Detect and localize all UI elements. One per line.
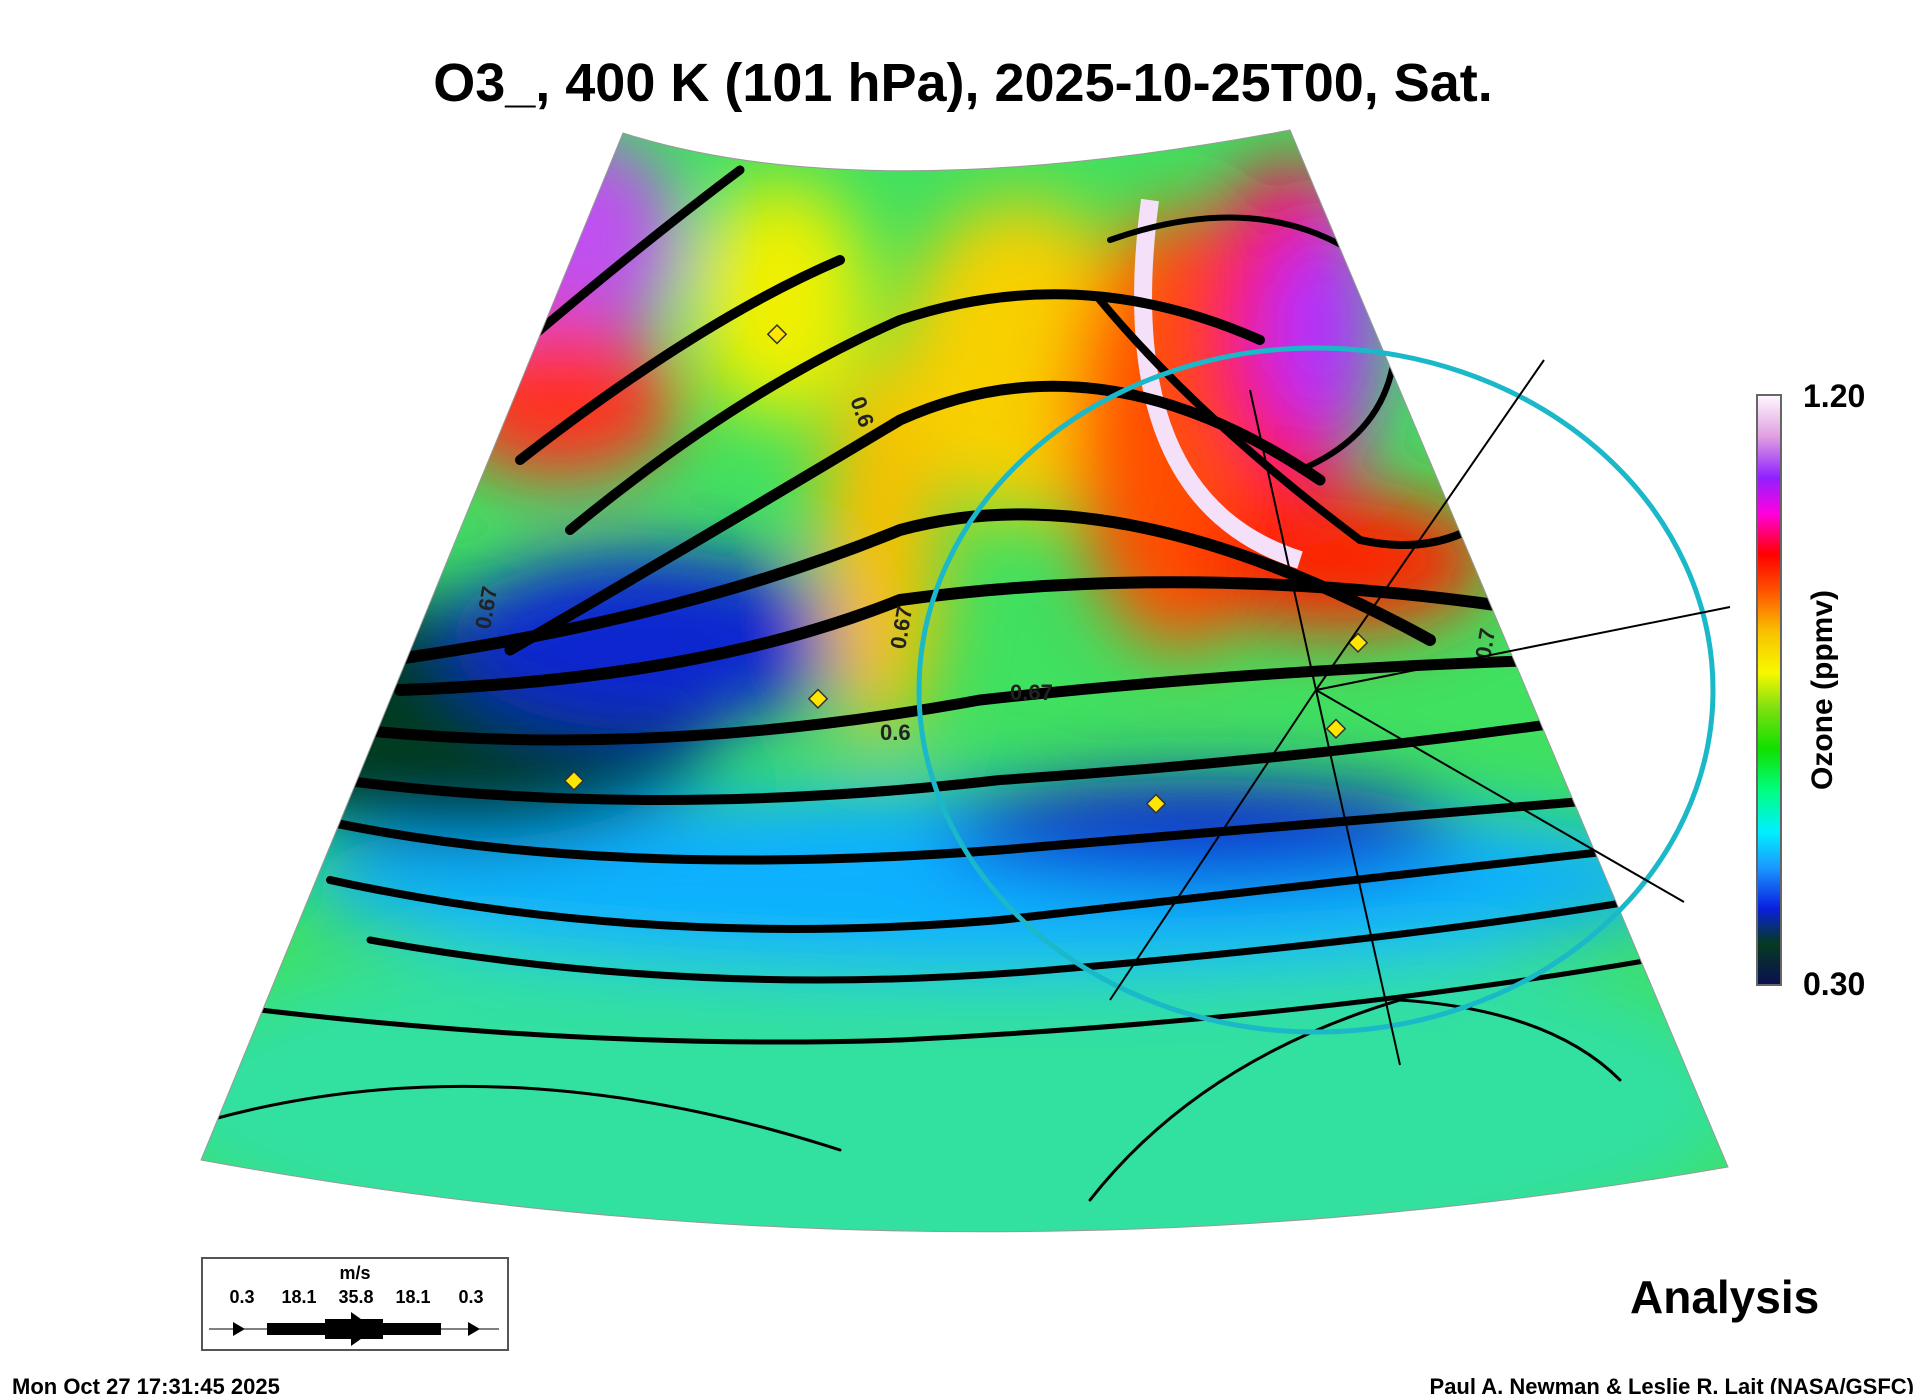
wind-speed-legend: m/s 0.3 18.1 35.8 18.1 0.3: [201, 1257, 509, 1351]
wind-unit-label: m/s: [339, 1263, 371, 1283]
figure-title: O3_, 400 K (101 hPa), 2025-10-25T00, Sat…: [433, 53, 1493, 113]
wind-arrow-scale-icon: [209, 1312, 499, 1346]
wind-value: 0.3: [458, 1287, 484, 1307]
colorbar-min-label: 0.30: [1803, 966, 1866, 1002]
colorbar-axis-label: Ozone (ppmv): [1806, 590, 1839, 790]
map-border: [200, 129, 1729, 1233]
wind-value: 0.3: [229, 1287, 255, 1307]
ozone-field: 0.67 0.67 0.6 0.67 0.6 0.7: [201, 130, 1728, 1232]
polar-vortex-circle: [916, 345, 1716, 1035]
svg-text:0.6: 0.6: [880, 720, 911, 745]
colorbar: [1756, 394, 1782, 986]
cross-section-lines: [1109, 359, 1731, 1066]
station-markers: [563, 324, 1369, 814]
wind-value: 18.1: [281, 1287, 317, 1307]
footer-timestamp: Mon Oct 27 17:31:45 2025: [12, 1374, 280, 1394]
product-label: Analysis: [1630, 1271, 1820, 1323]
wind-value: 35.8: [338, 1287, 374, 1307]
footer-credit: Paul A. Newman & Leslie R. Lait (NASA/GS…: [1429, 1374, 1914, 1394]
streamlines: [208, 165, 1653, 1202]
svg-text:0.67: 0.67: [1010, 680, 1053, 705]
wind-value: 18.1: [395, 1287, 431, 1307]
colorbar-max-label: 1.20: [1803, 378, 1866, 414]
high-ozone-filament: [1134, 198, 1303, 569]
